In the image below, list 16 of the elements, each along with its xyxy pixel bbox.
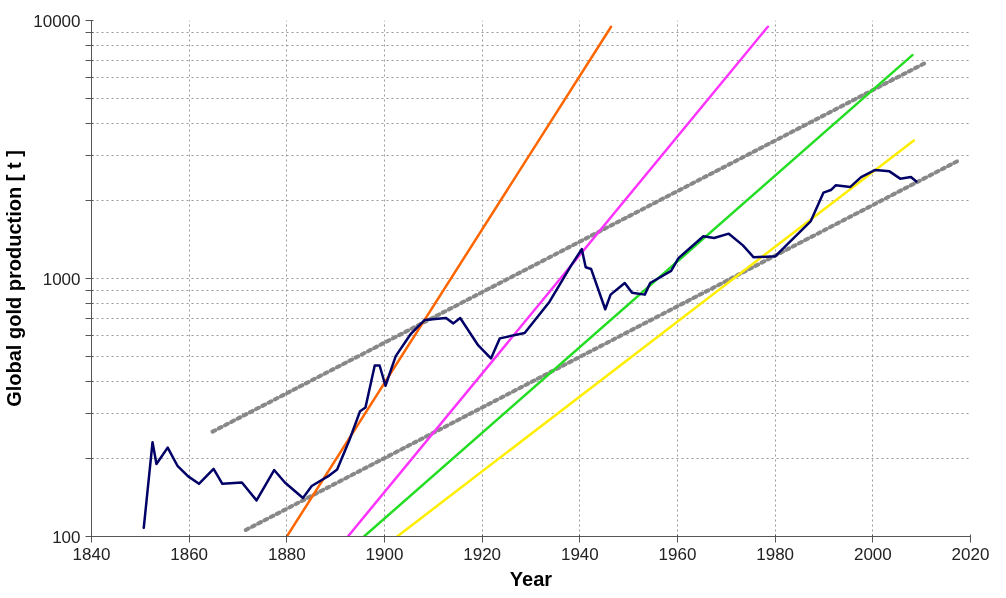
line-series xyxy=(142,168,918,530)
x-tick-label: 1860 xyxy=(170,544,209,564)
x-tick-label: 1960 xyxy=(658,544,697,564)
x-tick-label: 1940 xyxy=(560,544,599,564)
x-tick-label: 1840 xyxy=(72,544,111,564)
x-tick-label: 1920 xyxy=(463,544,502,564)
y-tick-label: 10000 xyxy=(33,11,81,31)
x-tick-label: 1980 xyxy=(756,544,795,564)
x-tick-label: 2000 xyxy=(853,544,892,564)
y-tick-label: 100 xyxy=(52,527,81,547)
x-tick-label: 1900 xyxy=(365,544,404,564)
x-tick-label: 2020 xyxy=(951,544,990,564)
y-axis-title: Global gold production [ t ] xyxy=(3,150,26,407)
x-axis-title: Year xyxy=(509,567,553,590)
x-tick-label: 1880 xyxy=(267,544,306,564)
y-tick-label: 1000 xyxy=(42,269,81,289)
